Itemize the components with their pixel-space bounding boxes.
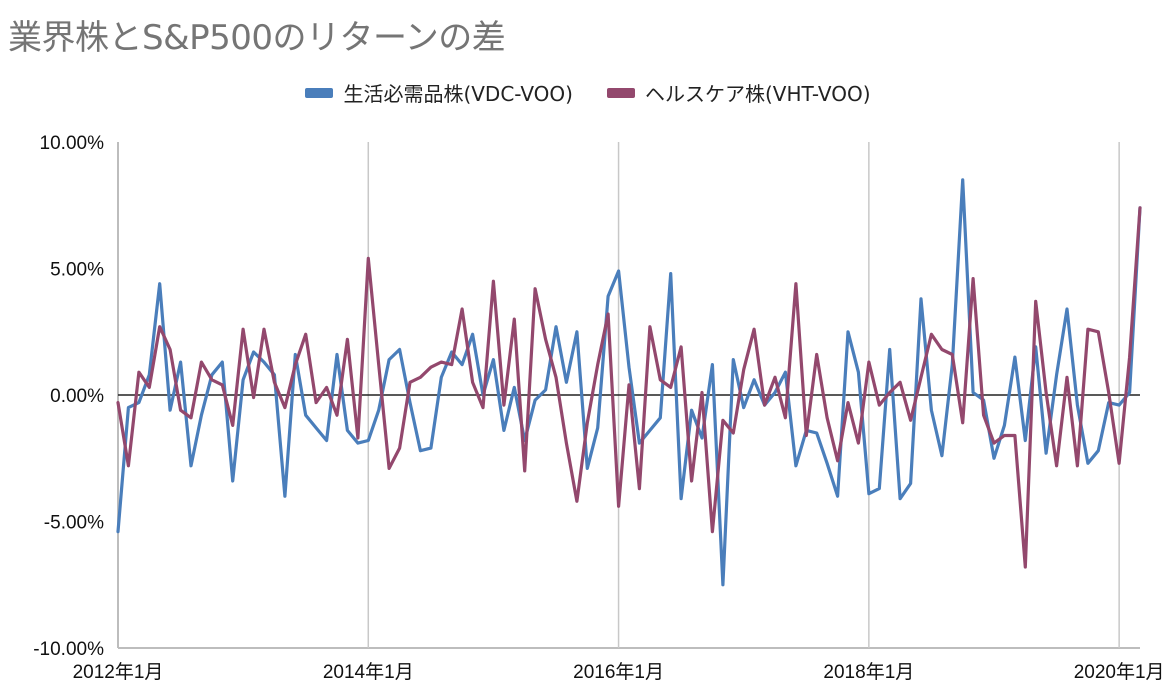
x-tick-label: 2016年1月 [573, 661, 664, 683]
x-tick-label: 2012年1月 [73, 661, 164, 683]
legend-swatch-vht [606, 87, 635, 98]
y-tick-label: 5.00% [50, 260, 104, 281]
y-tick-label: -10.00% [33, 639, 104, 660]
series-line-vdc [116, 178, 1142, 587]
y-tick-label: -5.00% [44, 513, 104, 534]
x-tick-label: 2014年1月 [323, 661, 414, 683]
legend-swatch-vdc [305, 87, 334, 98]
y-tick-label: 0.00% [50, 386, 104, 407]
x-tick-label: 2018年1月 [823, 661, 914, 683]
chart-title: 業界株とS&P500のリターンの差 [8, 18, 506, 58]
legend: 生活必需品株(VDC-VOO) ヘルスケア株(VHT-VOO) [0, 78, 1176, 107]
x-tick-label: 2020年1月 [1074, 661, 1165, 683]
y-tick-label: 10.00% [40, 133, 105, 154]
legend-label-vht: ヘルスケア株(VHT-VOO) [644, 82, 871, 106]
series-line-vht [116, 206, 1142, 569]
legend-item-vht: ヘルスケア株(VHT-VOO) [606, 78, 871, 107]
legend-item-vdc: 生活必需品株(VDC-VOO) [305, 78, 573, 107]
legend-label-vdc: 生活必需品株(VDC-VOO) [343, 82, 573, 106]
